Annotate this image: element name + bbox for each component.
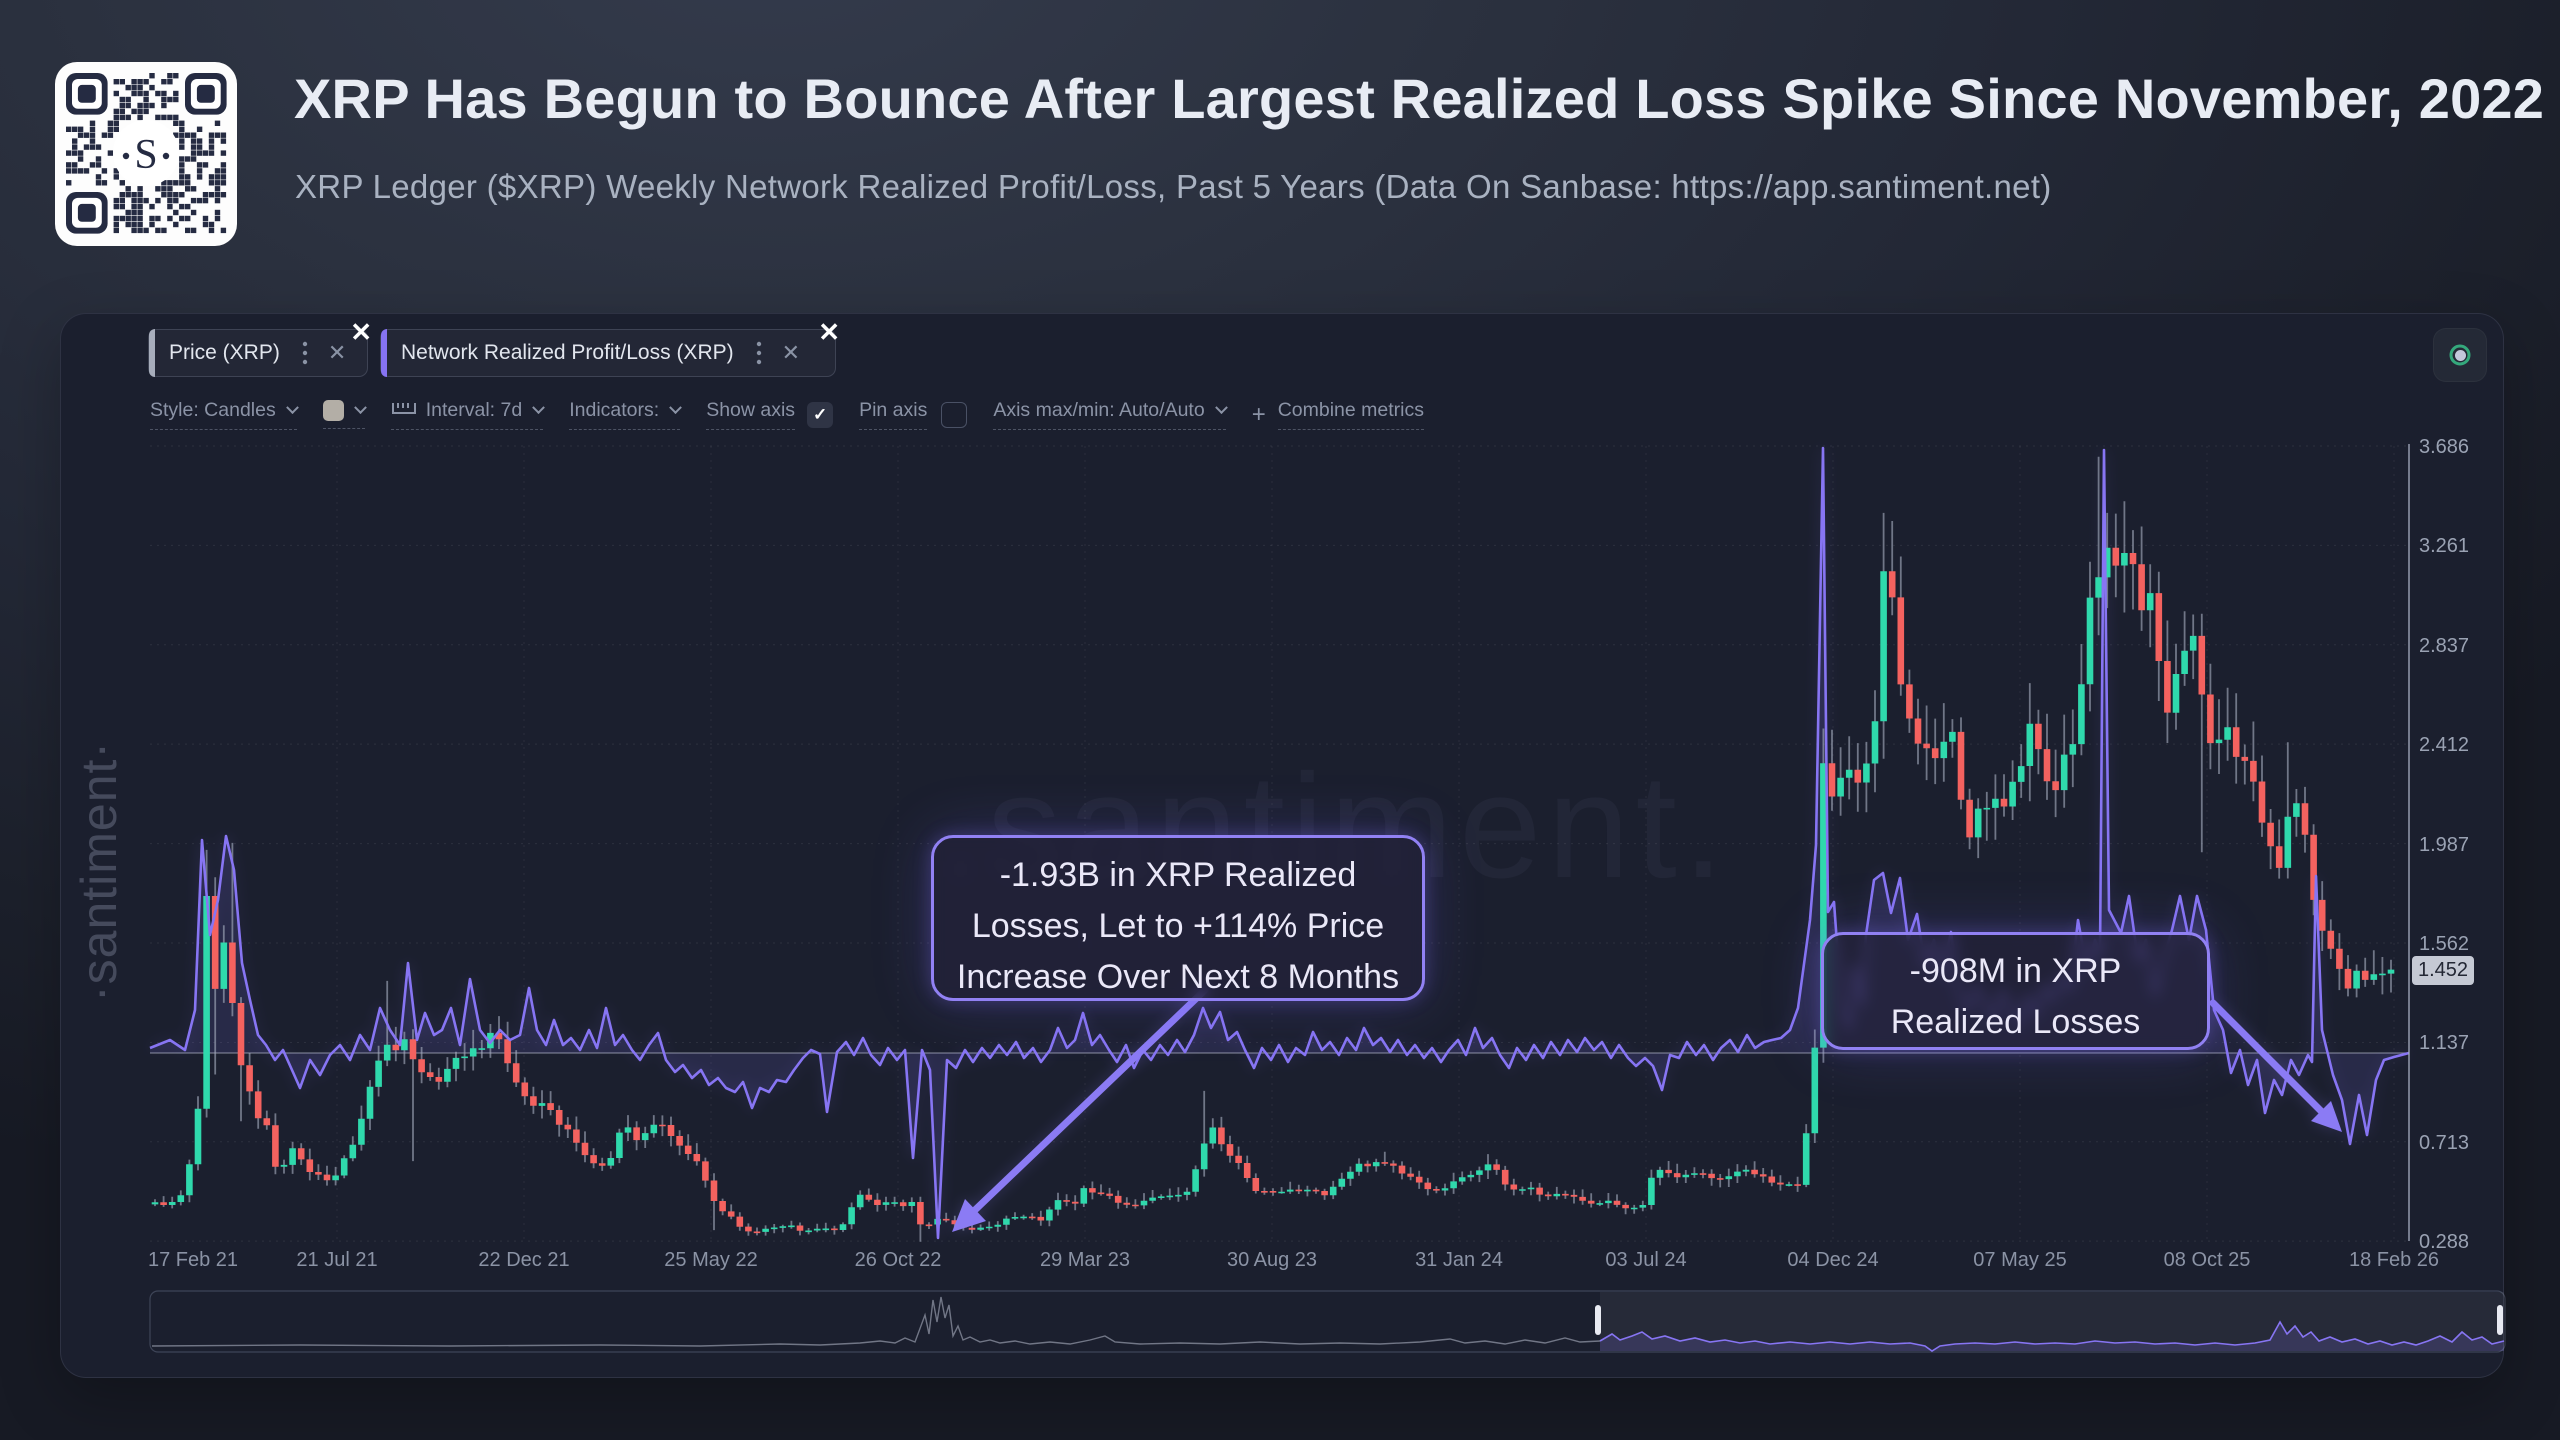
svg-text:0.713: 0.713 — [2419, 1132, 2469, 1154]
svg-text:1.137: 1.137 — [2419, 1032, 2469, 1054]
svg-text:21 Jul 21: 21 Jul 21 — [296, 1249, 377, 1271]
svg-text:04 Dec 24: 04 Dec 24 — [1787, 1249, 1878, 1271]
svg-text:2.412: 2.412 — [2419, 734, 2469, 756]
svg-text:03 Jul 24: 03 Jul 24 — [1605, 1249, 1686, 1271]
svg-text:3.261: 3.261 — [2419, 535, 2469, 557]
svg-text:18 Feb 26: 18 Feb 26 — [2349, 1249, 2439, 1271]
svg-text:17 Feb 21: 17 Feb 21 — [148, 1249, 238, 1271]
svg-text:30 Aug 23: 30 Aug 23 — [1227, 1249, 1317, 1271]
svg-text:2.837: 2.837 — [2419, 635, 2469, 657]
svg-text:S: S — [134, 132, 157, 178]
svg-text:1.987: 1.987 — [2419, 834, 2469, 856]
svg-text:1.562: 1.562 — [2419, 933, 2469, 955]
svg-text:22 Dec 21: 22 Dec 21 — [478, 1249, 569, 1271]
svg-text:3.686: 3.686 — [2419, 436, 2469, 458]
svg-text:0.288: 0.288 — [2419, 1231, 2469, 1253]
svg-text:25 May 22: 25 May 22 — [664, 1249, 757, 1271]
svg-text:26 Oct 22: 26 Oct 22 — [855, 1249, 942, 1271]
svg-text:08 Oct 25: 08 Oct 25 — [2164, 1249, 2251, 1271]
svg-text:31 Jan 24: 31 Jan 24 — [1415, 1249, 1503, 1271]
svg-text:07 May 25: 07 May 25 — [1973, 1249, 2066, 1271]
svg-text:29 Mar 23: 29 Mar 23 — [1040, 1249, 1130, 1271]
